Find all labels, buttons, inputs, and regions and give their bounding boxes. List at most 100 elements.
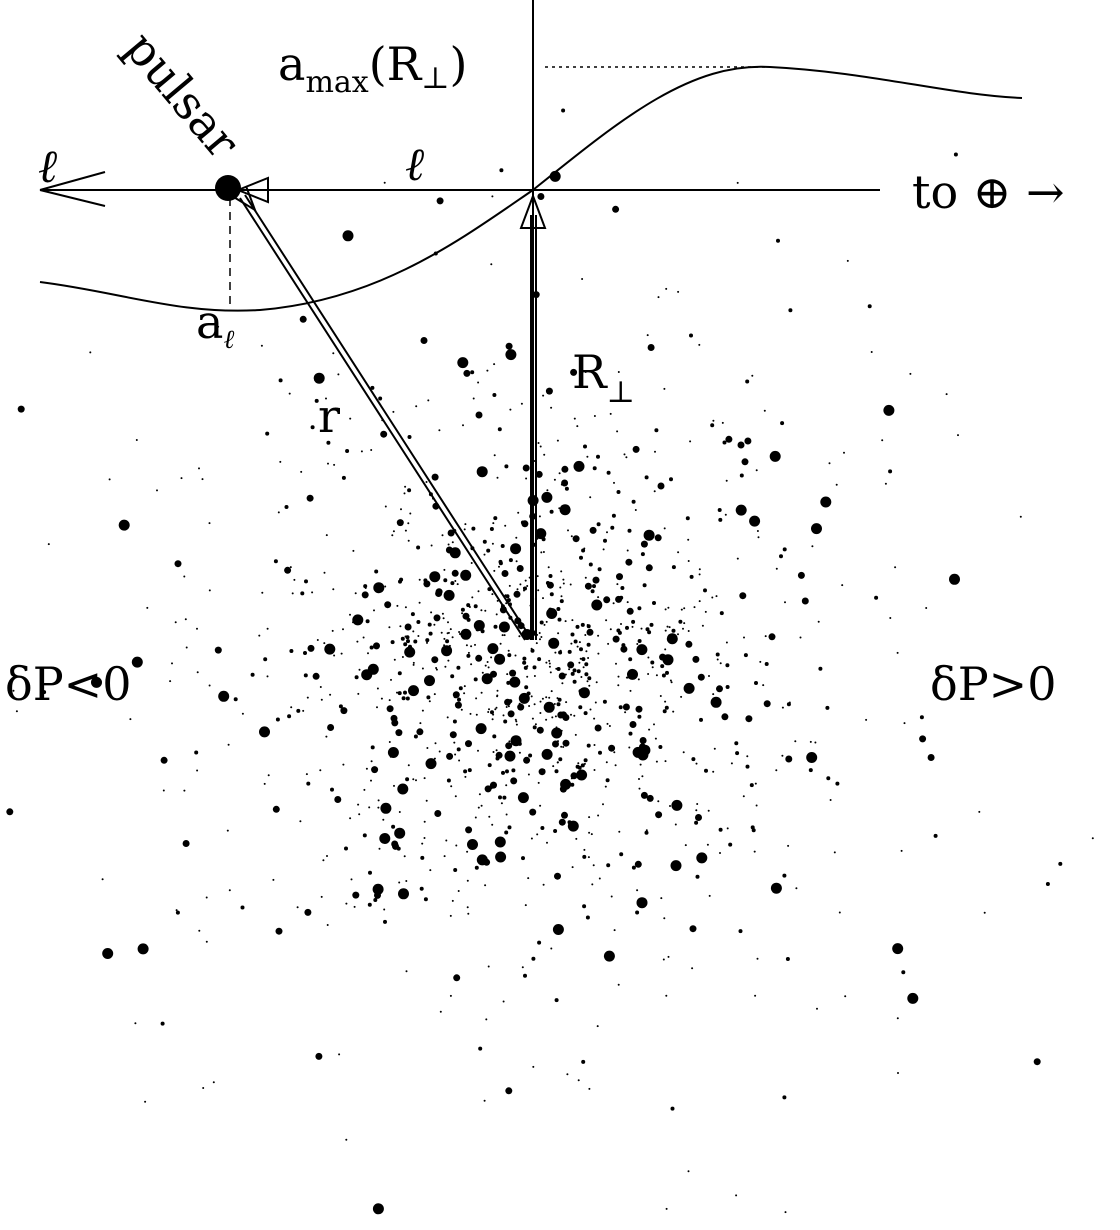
star [788, 308, 792, 312]
star [554, 652, 556, 654]
star [553, 924, 564, 935]
star [326, 855, 328, 857]
star [647, 657, 649, 659]
star [496, 695, 498, 697]
star [847, 260, 849, 262]
star [454, 694, 458, 698]
star [629, 732, 633, 736]
star [333, 464, 335, 466]
star [509, 677, 520, 688]
star [521, 521, 525, 525]
star [408, 645, 412, 649]
star [605, 619, 607, 621]
star [570, 584, 572, 586]
star [501, 771, 505, 775]
star [718, 518, 722, 522]
star [683, 607, 685, 609]
star [508, 825, 512, 829]
star [638, 678, 640, 680]
star [523, 757, 530, 764]
star [560, 650, 562, 652]
star [384, 182, 386, 184]
star [934, 834, 938, 838]
star [352, 892, 359, 899]
star [568, 668, 570, 670]
star [424, 675, 435, 686]
star [540, 701, 542, 703]
star [608, 745, 615, 752]
star [628, 747, 630, 749]
star [583, 445, 587, 449]
star [485, 785, 492, 792]
star [506, 673, 508, 675]
star [581, 549, 585, 553]
star [485, 1018, 487, 1020]
star [287, 714, 291, 718]
star [553, 614, 555, 616]
star [561, 484, 563, 486]
star [836, 484, 838, 486]
star [475, 817, 477, 819]
star [719, 828, 723, 832]
star [413, 662, 415, 664]
star [770, 451, 781, 462]
star [583, 666, 585, 668]
star [669, 477, 673, 481]
star [585, 577, 587, 579]
star [548, 697, 550, 699]
star [652, 601, 656, 605]
star [518, 635, 520, 637]
star [574, 418, 576, 420]
star [573, 715, 575, 717]
star [727, 827, 729, 829]
star [699, 568, 701, 570]
star [680, 696, 682, 698]
star [593, 718, 595, 720]
star [1092, 837, 1094, 839]
star [542, 395, 544, 397]
star [414, 735, 418, 739]
star [595, 725, 602, 732]
star [809, 768, 813, 772]
star [794, 740, 796, 742]
star [493, 516, 497, 520]
star [300, 471, 302, 473]
star [18, 406, 25, 413]
star [258, 635, 260, 637]
star [398, 888, 409, 899]
star [343, 230, 354, 241]
star [481, 805, 483, 807]
star [871, 351, 873, 353]
star [585, 650, 587, 652]
star [666, 1208, 668, 1210]
star [345, 449, 349, 453]
star [307, 495, 314, 502]
star [526, 585, 528, 587]
star [407, 488, 411, 492]
star [136, 439, 138, 441]
star [588, 1088, 590, 1090]
star [89, 351, 91, 353]
star [411, 612, 415, 616]
star [119, 520, 130, 531]
star [669, 636, 673, 640]
star [546, 608, 557, 619]
star [639, 788, 641, 790]
star [612, 514, 616, 518]
star [404, 855, 406, 857]
star [486, 370, 488, 372]
star [470, 663, 472, 665]
star [450, 581, 454, 585]
star [351, 878, 353, 880]
star [405, 777, 409, 781]
star [567, 661, 574, 668]
star [398, 691, 402, 695]
star [493, 363, 495, 365]
text: (R [369, 37, 423, 91]
star [514, 591, 521, 598]
star [382, 819, 384, 821]
star [571, 665, 573, 667]
star [627, 669, 638, 680]
star [525, 478, 527, 480]
star [474, 604, 478, 608]
